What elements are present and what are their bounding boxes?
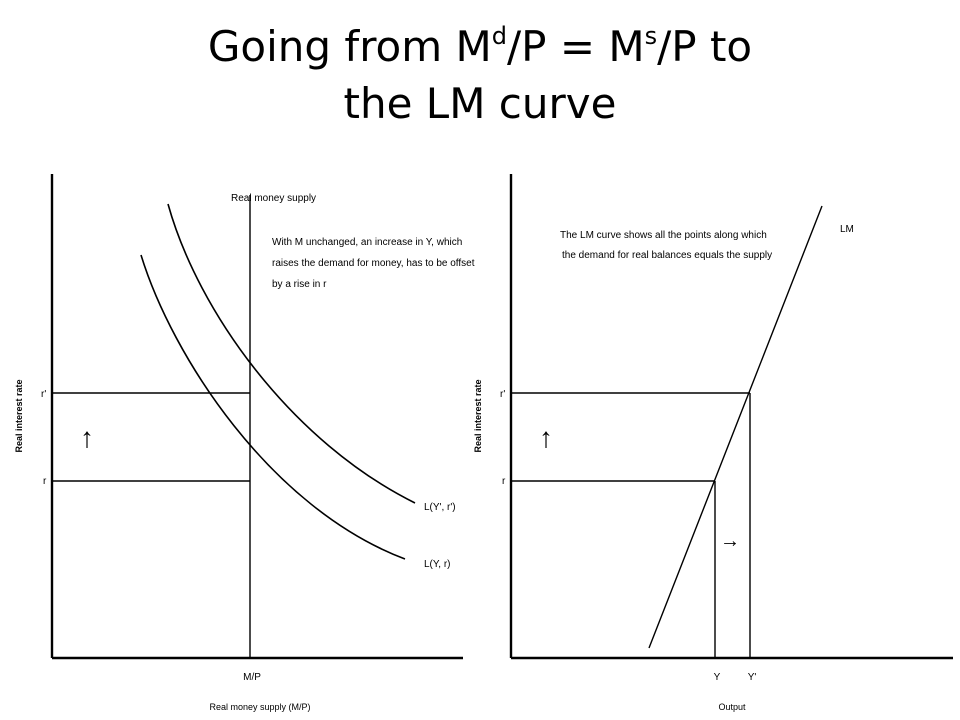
slide-title: Going from Md/P = Ms/P to the LM curve bbox=[0, 18, 960, 132]
lm-curve bbox=[648, 205, 823, 649]
left-r-tick: r bbox=[43, 476, 47, 487]
lm-label: LM bbox=[840, 224, 854, 235]
money-demand-curve-lower bbox=[140, 254, 406, 560]
left-annotation-3: by a rise in r bbox=[272, 279, 327, 290]
title-sup-d: d bbox=[491, 22, 507, 50]
title-line-1: Going from Md/P = Ms/P to bbox=[0, 18, 960, 75]
title-text-a: Going from M bbox=[207, 22, 492, 71]
right-y-axis-label: Real interest rate bbox=[473, 379, 483, 452]
left-r-prime-tick: r' bbox=[41, 389, 46, 400]
curve-lower-label: L(Y, r) bbox=[424, 559, 451, 570]
right-arrow-icon: → bbox=[720, 530, 740, 552]
left-annotation-2: raises the demand for money, has to be o… bbox=[272, 258, 475, 269]
title-line-2: the LM curve bbox=[343, 79, 617, 128]
right-annotation-2: the demand for real balances equals the … bbox=[562, 250, 772, 261]
y-prime-tick-label: Y' bbox=[748, 672, 757, 683]
left-x-axis-label: Real money supply (M/P) bbox=[209, 702, 310, 712]
curve-upper-label: L(Y', r') bbox=[424, 502, 456, 513]
mp-tick-label: M/P bbox=[243, 672, 261, 683]
left-panel: Real interest rate Real money supply (M/… bbox=[14, 174, 475, 712]
title-sup-s: s bbox=[644, 22, 658, 50]
supply-label: Real money supply bbox=[231, 193, 316, 204]
left-y-axis-label: Real interest rate bbox=[14, 379, 24, 452]
y-tick-label: Y bbox=[714, 672, 721, 683]
right-panel: Real interest rate Output The LM curve s… bbox=[473, 174, 953, 712]
money-demand-curve-upper bbox=[167, 203, 416, 504]
left-up-arrow-icon: ↑ bbox=[80, 422, 94, 453]
title-text-b: /P = M bbox=[506, 22, 645, 71]
right-annotation-1: The LM curve shows all the points along … bbox=[560, 230, 767, 241]
right-r-tick: r bbox=[502, 476, 506, 487]
right-x-axis-label: Output bbox=[718, 702, 746, 712]
left-annotation-1: With M unchanged, an increase in Y, whic… bbox=[272, 237, 462, 248]
right-r-prime-tick: r' bbox=[500, 389, 505, 400]
right-up-arrow-icon: ↑ bbox=[539, 422, 553, 453]
title-text-c: /P to bbox=[657, 22, 753, 71]
